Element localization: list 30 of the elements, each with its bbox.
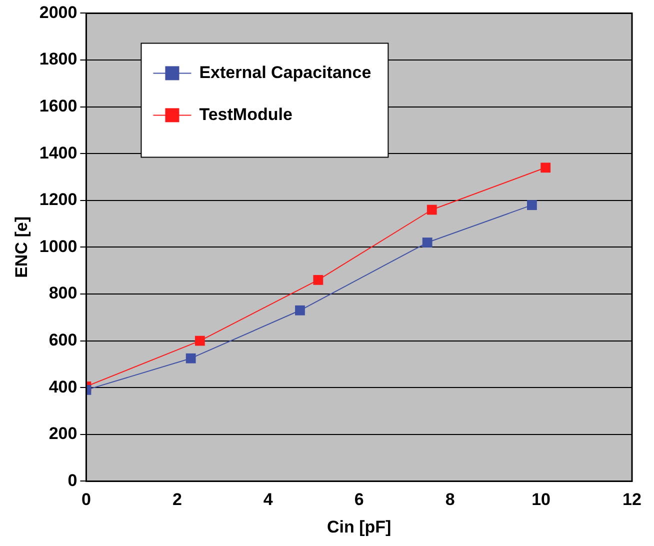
x-axis-title: Cin [pF] — [327, 517, 392, 536]
y-axis-title: ENC [e] — [12, 216, 31, 278]
x-tick-label: 10 — [532, 490, 550, 510]
point — [426, 204, 437, 215]
x-tick-label: 6 — [354, 490, 364, 510]
x-tick-label: 12 — [622, 490, 642, 510]
point — [540, 162, 551, 173]
x-tick-label: 0 — [81, 490, 91, 510]
y-tick-label: 600 — [48, 330, 78, 350]
y-tick-label: 1200 — [39, 190, 78, 210]
y-tick-label: 0 — [68, 470, 78, 490]
y-tick-label: 1400 — [39, 143, 78, 162]
legend-label: External Capacitance — [199, 62, 372, 82]
legend-label: TestModule — [199, 104, 292, 124]
point — [526, 200, 537, 210]
x-tick-label: 8 — [445, 490, 455, 510]
x-tick-label: 2 — [172, 490, 182, 510]
point — [313, 275, 324, 285]
y-tick-label: 1000 — [39, 236, 78, 256]
x-tick-label: 4 — [263, 490, 274, 510]
y-tick-label: 800 — [48, 284, 78, 303]
y-tick-label: 2000 — [39, 2, 78, 22]
point — [194, 336, 205, 346]
point — [422, 238, 432, 248]
point — [186, 353, 196, 364]
y-tick-label: 1600 — [39, 96, 78, 116]
y-tick-label: 1800 — [39, 50, 78, 69]
point — [295, 305, 305, 316]
y-tick-label: 200 — [48, 424, 78, 444]
y-tick-label: 400 — [48, 377, 78, 396]
